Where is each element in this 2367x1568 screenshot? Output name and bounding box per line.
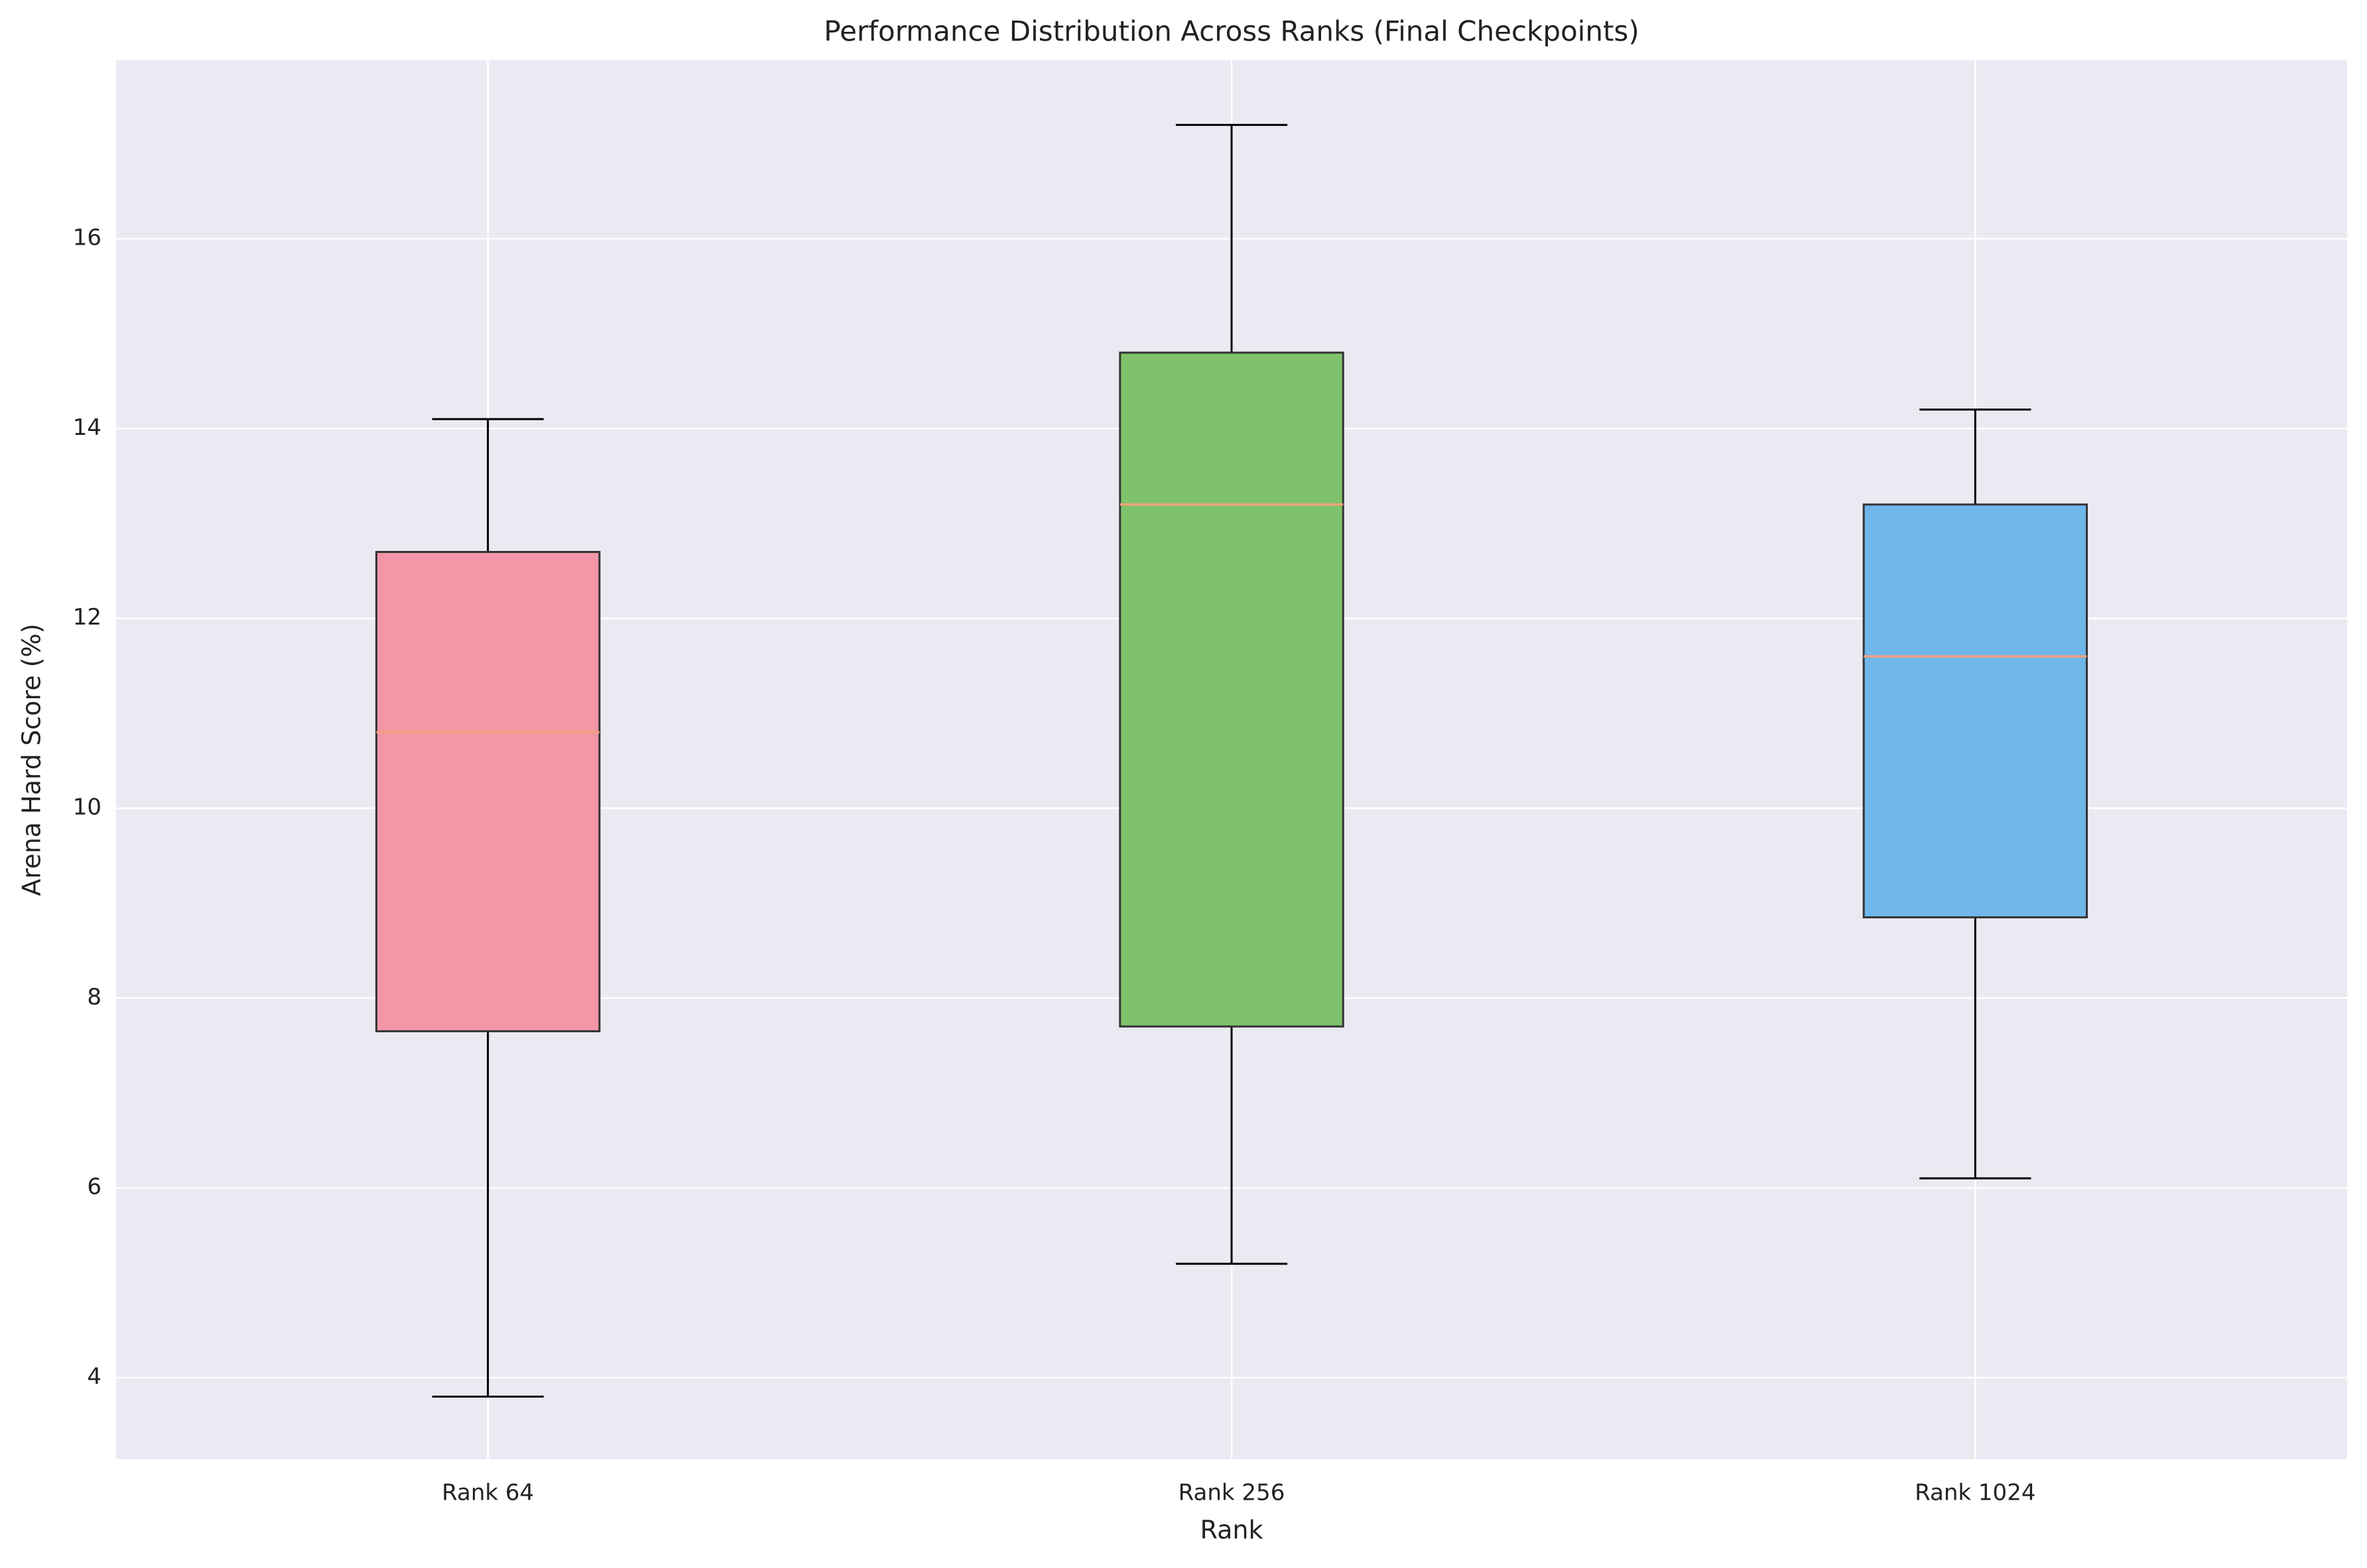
box [1119,351,1344,1028]
x-axis-label: Rank [1200,1516,1263,1545]
x-tick-label: Rank 256 [1179,1480,1285,1506]
y-tick-label: 10 [73,794,101,821]
y-axis-label: Arena Hard Score (%) [17,624,46,896]
y-tick-label: 16 [73,225,101,251]
box [1862,503,2088,919]
y-tick-label: 4 [87,1363,101,1390]
y-tick-label: 6 [87,1174,101,1200]
y-tick-label: 8 [87,984,101,1010]
x-tick-label: Rank 64 [442,1480,534,1506]
y-tick-label: 14 [73,414,101,441]
chart-title: Performance Distribution Across Ranks (F… [824,15,1639,48]
y-tick-label: 12 [73,604,101,631]
x-tick-label: Rank 1024 [1915,1480,2035,1506]
box [375,551,601,1032]
